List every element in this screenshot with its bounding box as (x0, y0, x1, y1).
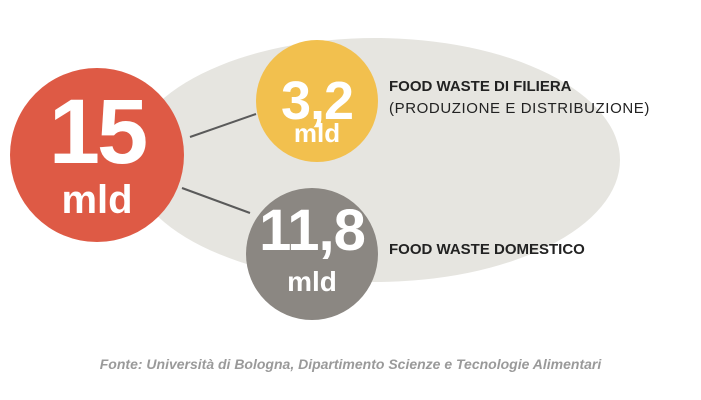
supply-chain-value: 3,2 (280, 71, 354, 131)
domestic-unit: mld (287, 266, 337, 297)
domestic-value: 11,8 (259, 198, 366, 263)
total-value: 15 (48, 81, 148, 183)
supply-chain-subtitle: (PRODUZIONE E DISTRIBUZIONE) (389, 100, 650, 117)
source-credit: Fonte: Università di Bologna, Dipartimen… (99, 356, 602, 372)
total-circle (10, 68, 184, 242)
supply-chain-title: FOOD WASTE DI FILIERA (389, 78, 572, 95)
supply-chain-unit: mld (293, 118, 341, 148)
background-ellipse (130, 38, 620, 282)
connector-to-supply-chain (189, 113, 257, 138)
connector-to-domestic (181, 187, 251, 214)
domestic-title: FOOD WASTE DOMESTICO (389, 241, 585, 258)
domestic-circle (246, 188, 378, 320)
supply-chain-circle (256, 40, 378, 162)
total-unit: mld (61, 178, 133, 222)
